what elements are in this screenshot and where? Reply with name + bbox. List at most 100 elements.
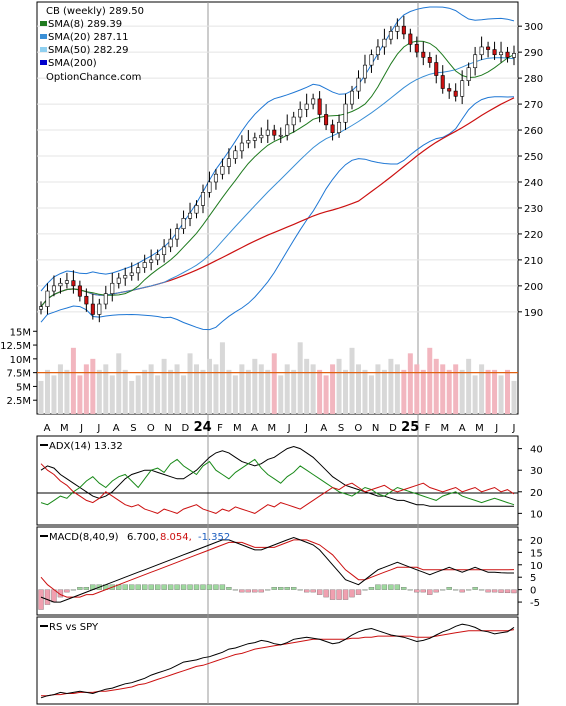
volume-bar-47: [343, 369, 349, 414]
macd-signal-value: 8.054,: [160, 532, 192, 543]
volume-bar-35: [265, 369, 271, 414]
candle-body-45: [330, 124, 335, 133]
x-axis-label-20: D: [389, 423, 397, 434]
x-axis-label-17: S: [338, 423, 344, 434]
macd-hist-bar-51: [368, 587, 375, 590]
macd-hist-bar-32: [245, 589, 251, 593]
volume-tick-label-5: 15M: [10, 327, 31, 338]
candle-body-11: [110, 282, 115, 294]
adx-axis-ticks: 10 20 30 40: [518, 445, 543, 520]
volume-bar-61: [433, 358, 439, 414]
volume-bar-8: [90, 358, 96, 414]
candle-body-34: [259, 134, 264, 139]
sma50-label: SMA(50) 282.29: [48, 45, 129, 56]
candle-body-17: [149, 259, 154, 263]
sma8-line: [40, 40, 515, 307]
price-indicator-lines: [40, 6, 515, 331]
chart-legend: CB (weekly) 289.50 SMA(8) 289.39 SMA(20)…: [40, 6, 144, 83]
volume-bar-0: [38, 380, 44, 414]
macd-hist-bar-67: [472, 587, 478, 590]
volume-bar-52: [375, 364, 381, 414]
candle-body-2: [51, 285, 56, 292]
volume-bar-32: [245, 369, 251, 414]
rs-line: [40, 623, 515, 699]
macd-hist-bar-16: [142, 584, 148, 590]
x-axis-label-18: O: [354, 423, 362, 434]
macd-hist-bar-7: [83, 587, 90, 590]
x-axis-label-6: O: [147, 423, 155, 434]
macd-hist-bar-42: [310, 589, 316, 593]
volume-tick-label-0: 2.5M: [6, 396, 31, 407]
candle-body-30: [233, 150, 238, 159]
volume-bar-59: [420, 369, 426, 414]
volume-bar-25: [200, 369, 206, 414]
candle-body-4: [64, 280, 69, 284]
price-tick-label-1: 200: [524, 282, 543, 293]
price-gridlines: [37, 25, 518, 313]
candle-body-25: [200, 192, 205, 206]
macd-hist-bar-38: [284, 587, 290, 590]
volume-bar-19: [161, 358, 167, 414]
volume-bar-26: [206, 358, 212, 414]
volume-bar-60: [427, 347, 433, 414]
candle-body-64: [453, 90, 458, 97]
sma20-label: SMA(20) 287.11: [48, 32, 129, 43]
volume-tick-label-2: 7.5M: [6, 369, 31, 380]
volume-bar-40: [297, 342, 303, 414]
macd-tick-label-3: 10: [530, 561, 543, 572]
volume-bar-23: [187, 353, 193, 414]
candle-body-55: [395, 25, 400, 32]
candle-body-68: [479, 46, 484, 56]
macd-line: [40, 536, 514, 603]
macd-hist-bar-54: [388, 584, 394, 590]
candle-body-3: [58, 282, 63, 287]
volume-bar-31: [239, 364, 245, 414]
candle-body-19: [162, 246, 167, 255]
macd-hist-bar-3: [57, 589, 64, 598]
volume-bar-39: [291, 369, 297, 414]
macd-hist-value: -1.352: [198, 532, 230, 543]
macd-hist-bar-39: [291, 587, 297, 590]
x-axis-labels: A M J J A S O N D 24 F M A M J J A S O N D 25 F M A M J J: [44, 420, 516, 435]
candle-body-65: [460, 80, 465, 97]
candle-body-35: [265, 129, 270, 136]
candle-body-41: [304, 103, 309, 110]
rs-lines: [40, 623, 515, 699]
macd-hist-bar-6: [77, 587, 83, 590]
candle-body-28: [220, 166, 225, 175]
volume-bar-41: [304, 358, 310, 414]
macd-hist-bar-35: [265, 589, 271, 591]
candle-body-54: [388, 31, 393, 40]
x-axis-label-22: F: [425, 423, 431, 434]
candle-body-48: [350, 90, 355, 105]
macd-hist-bar-58: [414, 589, 420, 593]
candle-body-18: [155, 254, 160, 261]
macd-histogram: [38, 584, 517, 610]
volume-bar-28: [219, 342, 225, 414]
volume-bar-68: [479, 364, 485, 414]
rs-ma-line: [41, 629, 515, 697]
volume-bar-30: [232, 375, 238, 414]
candlesticks: [38, 15, 516, 323]
bollinger-lower-line: [40, 96, 515, 331]
macd-hist-bar-60: [427, 589, 433, 595]
adx-title: ADX(14) 13.32: [49, 441, 123, 452]
x-axis-label-27: J: [512, 423, 516, 434]
volume-bar-49: [355, 364, 361, 414]
macd-hist-bar-72: [504, 589, 511, 594]
macd-hist-bar-26: [206, 584, 213, 590]
volume-bar-1: [44, 369, 50, 414]
macd-hist-bar-71: [498, 589, 504, 593]
adx-tick-label-1: 20: [530, 488, 543, 499]
macd-hist-bar-68: [478, 589, 485, 591]
macd-hist-bar-28: [219, 584, 226, 590]
volume-bar-71: [498, 375, 504, 414]
sma8-label: SMA(8) 289.39: [48, 19, 122, 30]
macd-hist-bar-34: [258, 589, 264, 593]
adx-line: [40, 445, 514, 507]
candle-body-46: [337, 121, 342, 133]
candle-body-38: [285, 124, 290, 136]
di-plus-line: [40, 458, 515, 506]
candle-body-24: [194, 205, 199, 214]
